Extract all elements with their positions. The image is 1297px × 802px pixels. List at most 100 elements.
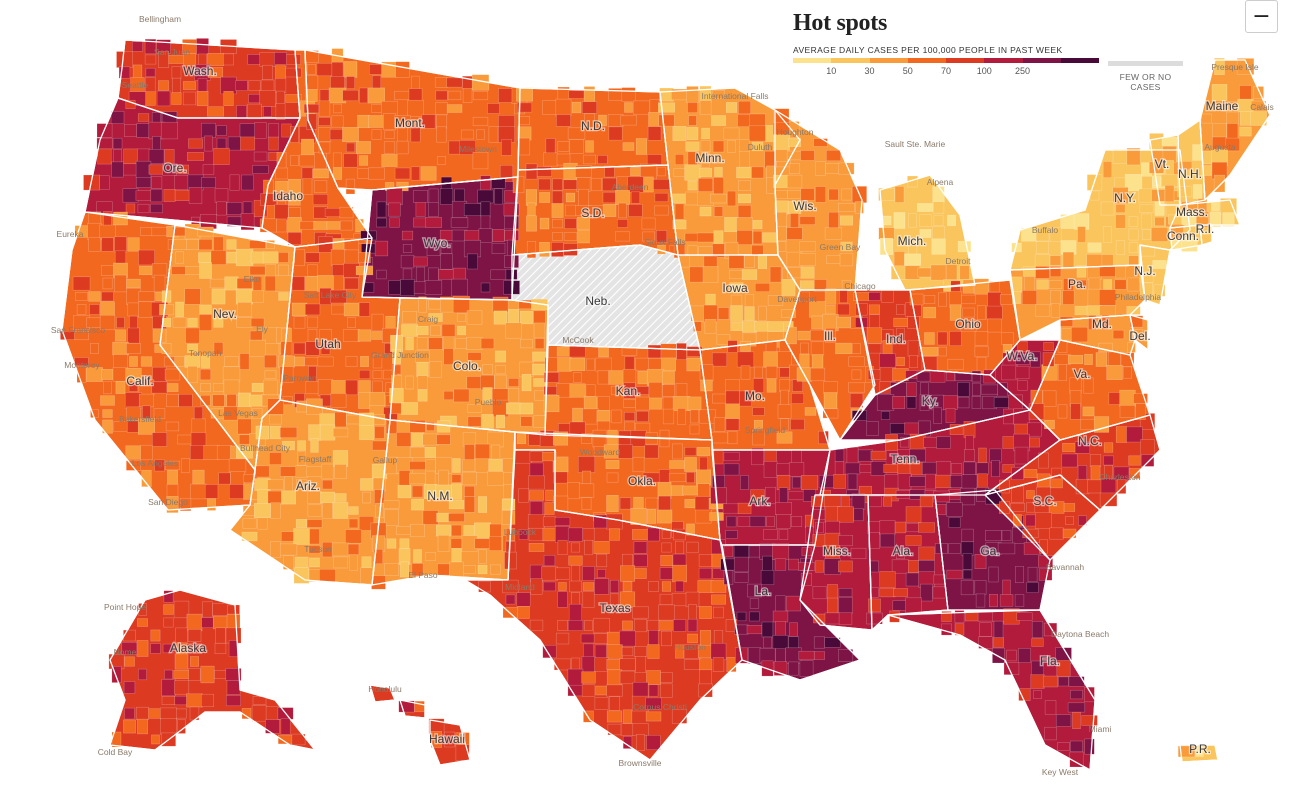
county-cell — [630, 507, 647, 525]
county-cell — [765, 486, 776, 505]
county-cell — [551, 203, 564, 218]
county-cell — [605, 460, 620, 469]
county-cell — [950, 475, 963, 488]
county-cell — [884, 474, 899, 489]
state-label: P.R. — [1189, 742, 1211, 756]
county-cell — [207, 106, 224, 117]
state-label: Conn. — [1167, 229, 1199, 243]
county-cell — [727, 430, 738, 445]
county-cell — [636, 410, 649, 422]
state-label: Va. — [1073, 367, 1090, 381]
county-cell — [184, 288, 201, 305]
county-cell — [229, 174, 240, 191]
county-cell — [594, 644, 609, 659]
county-cell — [374, 426, 385, 439]
county-cell — [191, 418, 206, 435]
county-cell — [1061, 328, 1072, 341]
county-cell — [866, 327, 883, 344]
county-cell — [672, 219, 687, 230]
county-cell — [723, 463, 740, 476]
county-cell — [879, 571, 896, 588]
county-cell — [800, 188, 815, 201]
city-label: Gallup — [373, 455, 398, 465]
state-border — [464, 449, 743, 761]
county-cell — [112, 341, 129, 356]
county-cell — [264, 354, 277, 369]
county-cell — [332, 152, 342, 169]
county-cell — [436, 114, 448, 129]
county-cell — [658, 604, 675, 621]
county-cell — [386, 187, 403, 206]
city-label: Sault Ste. Marie — [885, 139, 946, 149]
county-cell — [1095, 352, 1108, 367]
county-cell — [416, 361, 429, 378]
county-cell — [786, 227, 803, 240]
county-cell — [932, 201, 945, 214]
county-cell — [127, 302, 140, 317]
county-cell — [686, 541, 699, 554]
state-label: Utah — [315, 337, 340, 351]
state-label: Okla. — [628, 474, 656, 488]
county-cell — [171, 66, 182, 79]
county-cell — [1058, 364, 1067, 381]
county-cell — [200, 214, 217, 229]
county-cell — [313, 180, 328, 193]
county-cell — [799, 280, 816, 291]
county-cell — [896, 547, 905, 560]
county-cell — [236, 446, 253, 459]
county-cell — [736, 230, 753, 245]
state-hawaii[interactable] — [369, 684, 471, 766]
county-cell — [1027, 422, 1042, 437]
county-cell — [780, 418, 789, 431]
county-cell — [478, 496, 488, 513]
no-data-label: FEW OR NO CASES — [1119, 72, 1172, 92]
county-cell — [1139, 204, 1154, 213]
county-cell — [741, 269, 758, 280]
county-cell — [582, 566, 595, 581]
county-cell — [800, 342, 809, 355]
county-cell — [658, 620, 675, 631]
county-cell — [568, 603, 582, 622]
county-cell — [288, 193, 301, 206]
county-cell — [446, 77, 463, 88]
county-cell — [712, 90, 725, 99]
county-cell — [552, 178, 563, 191]
county-cell — [1211, 84, 1228, 101]
county-cell — [976, 356, 987, 373]
zoom-out-button[interactable]: − — [1245, 0, 1278, 33]
county-cell — [1128, 228, 1139, 241]
county-cell — [1099, 289, 1117, 306]
county-cell — [752, 378, 765, 393]
state-label: Fla. — [1040, 654, 1060, 668]
county-cell — [1119, 405, 1136, 418]
county-cell — [123, 148, 138, 165]
county-cell — [1089, 454, 1102, 467]
county-cell — [824, 227, 843, 240]
county-cell — [635, 656, 646, 673]
county-cell — [790, 213, 799, 228]
county-cell — [319, 424, 336, 441]
county-cell — [641, 217, 656, 230]
county-cell — [852, 343, 861, 354]
county-cell — [543, 395, 560, 413]
county-cell — [358, 251, 371, 264]
county-cell — [906, 396, 917, 409]
county-cell — [622, 581, 633, 592]
county-cell — [772, 543, 790, 560]
county-cell — [185, 266, 200, 275]
county-cell — [647, 644, 660, 659]
county-cell — [308, 569, 321, 582]
legend-tick-label: 30 — [864, 66, 875, 76]
county-cell — [609, 696, 620, 711]
county-cell — [918, 546, 935, 561]
county-cell — [760, 570, 775, 585]
county-cell — [332, 238, 345, 251]
county-texture-layer — [60, 38, 1271, 771]
county-cell — [661, 630, 672, 647]
county-cell — [1099, 266, 1116, 277]
county-cell — [266, 240, 275, 249]
county-cell — [799, 253, 816, 266]
county-cell — [772, 635, 789, 650]
county-cell — [1200, 165, 1213, 176]
